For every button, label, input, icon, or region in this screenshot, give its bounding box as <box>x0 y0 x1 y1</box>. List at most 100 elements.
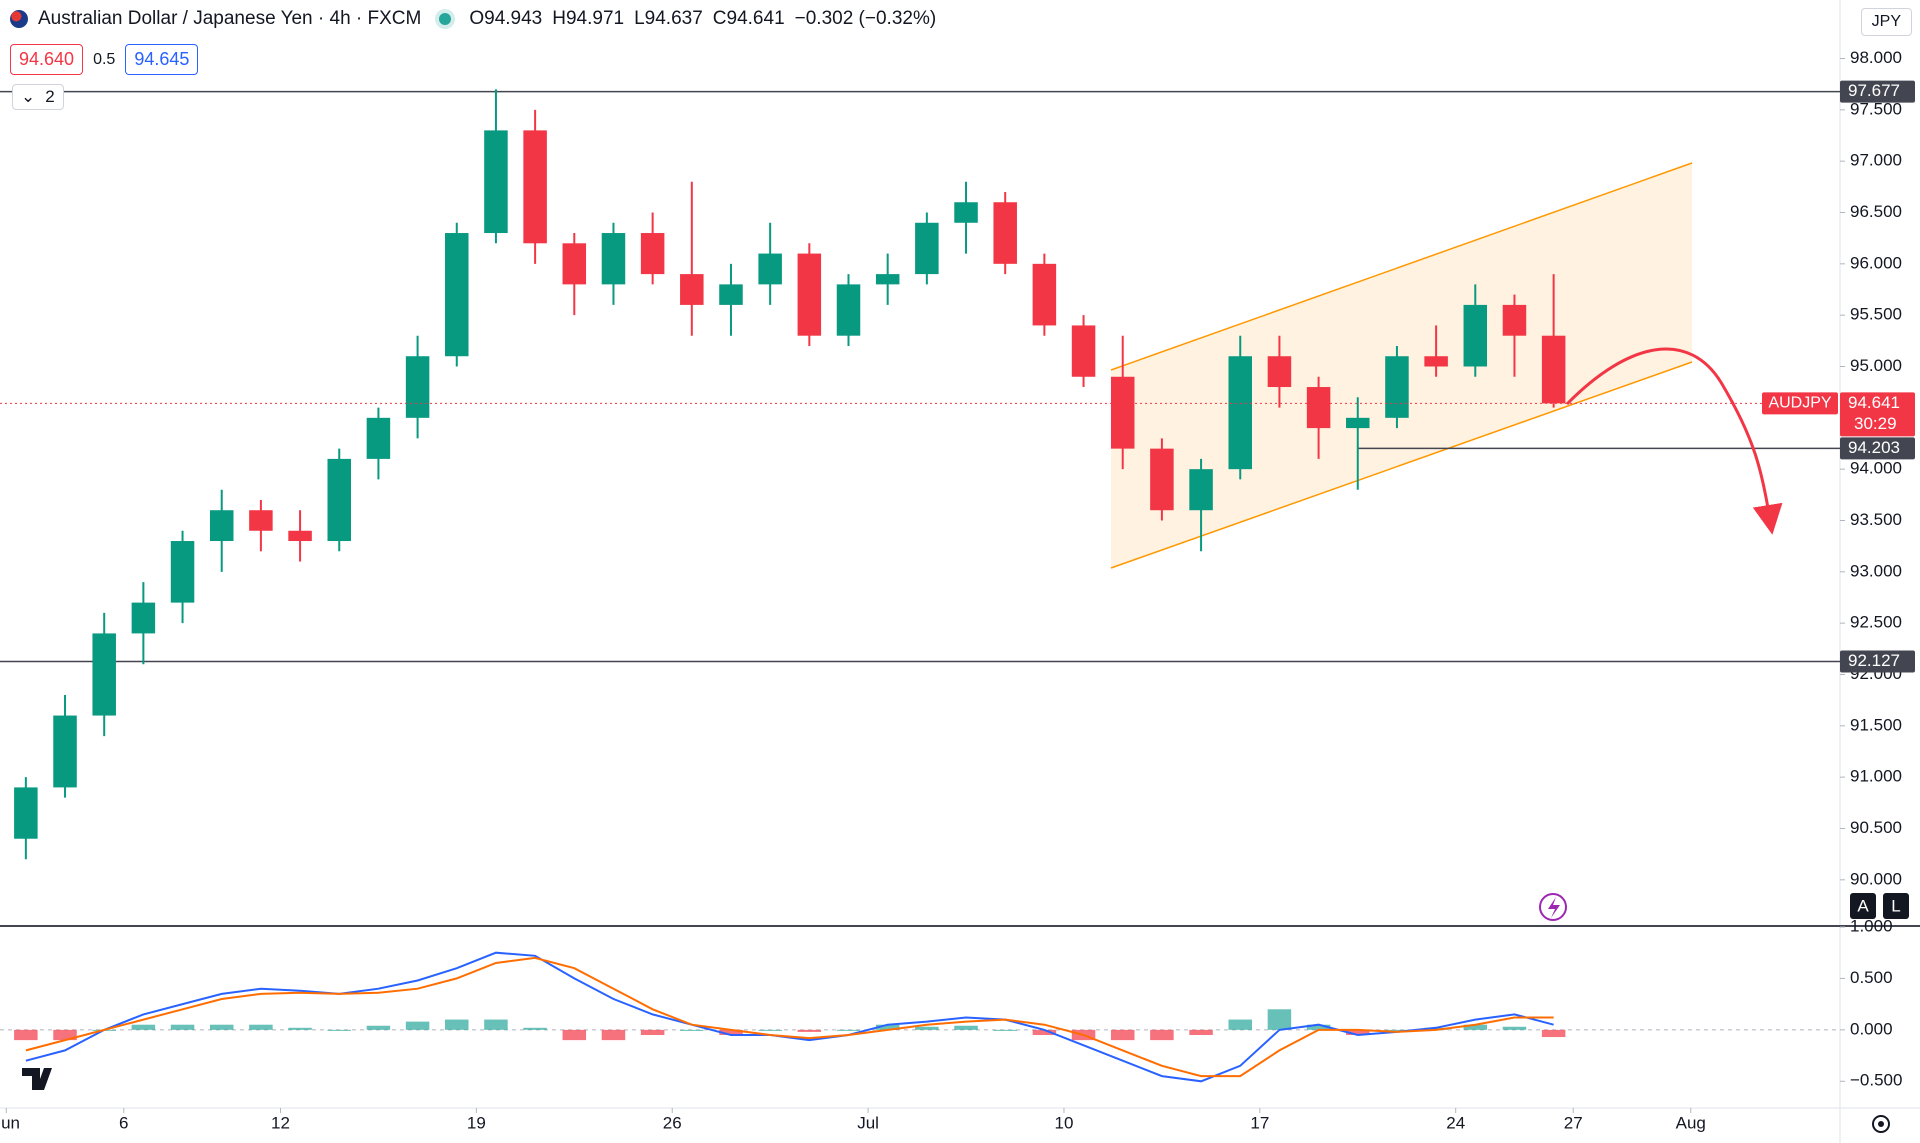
candle-body <box>209 510 234 542</box>
histogram-bar <box>719 1029 743 1035</box>
candle-body <box>53 715 77 788</box>
histogram-bar <box>327 1029 351 1031</box>
candle-body <box>797 253 822 336</box>
y-tick-label: 92.500 <box>1850 613 1902 632</box>
histogram-bar <box>170 1024 195 1030</box>
level-tag <box>1840 80 1915 103</box>
histogram-bar <box>993 1029 1017 1031</box>
y-tick-label: 90.000 <box>1850 869 1902 888</box>
scale-button[interactable] <box>1850 893 1876 919</box>
candle-body <box>1228 356 1252 470</box>
x-tick-label: 17 <box>1250 1113 1269 1132</box>
histogram-bar <box>1032 1029 1057 1035</box>
symbol-tag <box>1762 392 1838 415</box>
histogram-bar <box>1346 1029 1370 1035</box>
candle-body <box>484 130 508 234</box>
ohlc-open: O94.943 <box>469 8 543 29</box>
candle-body <box>601 233 626 285</box>
histogram-bar <box>1424 1027 1448 1030</box>
logo <box>22 1068 52 1090</box>
x-tick-label: Aug <box>1676 1113 1706 1132</box>
y-tick-label: 96.000 <box>1850 253 1902 272</box>
candle-body <box>719 284 743 305</box>
header: Australian Dollar / Japanese Yen · 4h · … <box>10 8 936 30</box>
histogram-bar <box>1502 1026 1527 1030</box>
candle-body <box>1267 356 1292 388</box>
scale-button[interactable] <box>1883 893 1909 919</box>
histogram-bar <box>1463 1024 1488 1030</box>
symbol-flag <box>10 10 28 28</box>
histogram-bar <box>1385 1029 1409 1031</box>
candle-body <box>1463 304 1488 367</box>
candle-body <box>915 222 939 275</box>
histogram-bar <box>875 1024 900 1030</box>
histogram-bar <box>288 1027 312 1030</box>
histogram-bar <box>484 1019 508 1030</box>
candle-body <box>680 274 704 305</box>
alert-bolt <box>1548 897 1560 918</box>
y-tick-label: 93.500 <box>1850 510 1902 529</box>
settings-icon[interactable] <box>1872 1115 1890 1133</box>
candle-body <box>1110 376 1135 449</box>
ohlc-change: −0.302 (−0.32%) <box>794 8 937 29</box>
spread: 0.5 <box>93 50 116 68</box>
histogram-bar <box>1306 1024 1331 1030</box>
plot-area: 90.00090.50091.00091.50092.00092.50093.0… <box>0 48 1915 1132</box>
candle-body <box>954 202 978 223</box>
candle-body <box>249 510 273 531</box>
candle-body <box>1346 417 1370 429</box>
chevron: ⌄ <box>21 87 36 106</box>
buy-button[interactable]: 94.645 <box>125 44 199 75</box>
scale-button-label: A <box>1857 896 1869 915</box>
histogram-bar <box>53 1029 77 1041</box>
countdown-label: 30:29 <box>1854 414 1897 433</box>
level-label: 92.127 <box>1848 651 1900 670</box>
candle-body <box>1032 263 1057 326</box>
histogram-bar <box>836 1029 861 1031</box>
y-tick-label: 0.000 <box>1850 1019 1893 1038</box>
alert-icon[interactable] <box>1539 893 1567 921</box>
settings-dot <box>1878 1121 1884 1127</box>
level-label: 97.677 <box>1848 81 1900 100</box>
ohlc-close: C94.641 <box>712 8 785 29</box>
candle-body <box>170 541 195 603</box>
indicator-toggle[interactable]: ⌄ 2 <box>12 84 64 110</box>
candle-body <box>288 530 312 542</box>
y-tick-label: 1.000 <box>1850 917 1893 936</box>
y-tick-label: 95.000 <box>1850 356 1902 375</box>
candle-body <box>523 130 547 244</box>
y-tick-label: 95.500 <box>1850 305 1902 324</box>
histogram-bar <box>1541 1029 1566 1038</box>
x-tick-label: 26 <box>663 1113 682 1132</box>
market-status <box>439 13 452 25</box>
x-tick-label: 10 <box>1055 1113 1074 1132</box>
x-tick-label: Jul <box>857 1113 879 1132</box>
sell-button[interactable]: 94.640 <box>10 44 84 75</box>
currency-button[interactable]: JPY <box>1860 8 1912 36</box>
candle-body <box>1189 469 1213 511</box>
histogram-bar <box>758 1029 782 1031</box>
candle-body <box>640 233 665 275</box>
level-label: 94.203 <box>1848 438 1900 457</box>
candle-body <box>14 787 38 839</box>
candle-body <box>875 274 900 285</box>
histogram-bar <box>131 1024 156 1030</box>
histogram-bar <box>640 1029 665 1035</box>
symbol-label: AUDJPY <box>1768 395 1831 412</box>
histogram-bar <box>1150 1029 1174 1041</box>
y-tick-label: 94.000 <box>1850 459 1902 478</box>
histogram-bar <box>249 1024 273 1030</box>
y-tick-label: 0.500 <box>1850 968 1893 987</box>
histogram-bar <box>1110 1029 1135 1041</box>
candle-body <box>1502 304 1527 336</box>
histogram-bar <box>601 1029 626 1041</box>
y-tick-label: 91.500 <box>1850 715 1902 734</box>
candle-body <box>327 458 351 542</box>
y-tick-label: −0.500 <box>1850 1071 1902 1090</box>
candle-body <box>1071 325 1096 377</box>
histogram-bar <box>209 1024 234 1030</box>
candle-body <box>366 417 391 459</box>
x-tick-label: 12 <box>271 1113 290 1132</box>
histogram-bar <box>523 1027 547 1030</box>
